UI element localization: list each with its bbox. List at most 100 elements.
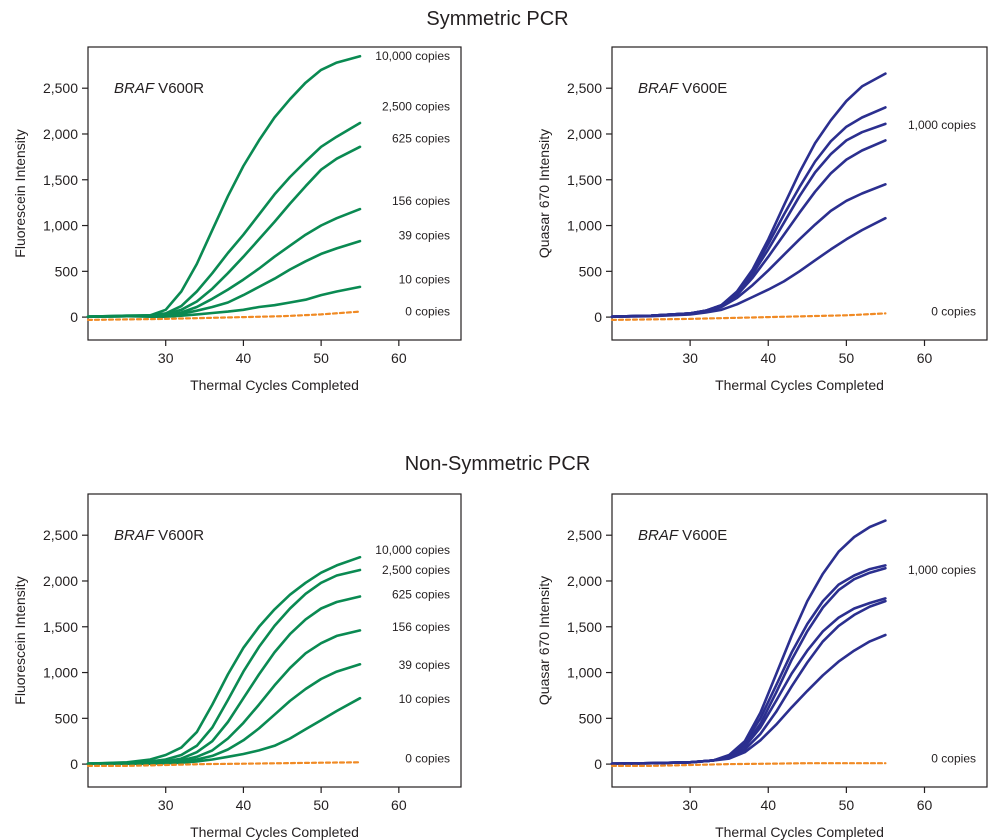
series-line-1 (86, 555, 362, 765)
x-axis-label: Thermal Cycles Completed (715, 377, 884, 393)
series-label: 0 copies (405, 305, 450, 319)
panel-label-gene: BRAF (114, 527, 155, 544)
y-axis-label: Fluorescein Intensity (12, 576, 28, 704)
x-axis-label: Thermal Cycles Completed (715, 824, 884, 840)
y-tick-label: 500 (55, 263, 79, 279)
series-line-6 (610, 633, 887, 765)
y-tick-label: 2,500 (43, 527, 78, 543)
panel-label-gene: BRAF (638, 527, 679, 544)
x-tick-label: 60 (917, 350, 933, 366)
panel-label: BRAF V600E (638, 527, 727, 544)
y-tick-label: 2,500 (43, 80, 78, 96)
series-label: 39 copies (399, 658, 450, 672)
y-tick-label: 0 (70, 309, 78, 325)
series-line-4 (86, 629, 362, 765)
x-tick-label: 30 (682, 797, 698, 813)
x-tick-label: 50 (313, 797, 329, 813)
series-label: 1,000 copies (908, 563, 976, 577)
series-label: 2,500 copies (382, 563, 450, 577)
y-tick-label: 2,500 (567, 527, 602, 543)
series-line-7 (86, 761, 362, 767)
panel-label-mutation: V600R (154, 80, 204, 97)
y-tick-label: 2,500 (567, 80, 602, 96)
x-tick-label: 30 (158, 797, 174, 813)
y-tick-label: 0 (594, 756, 602, 772)
panel-label-mutation: V600E (678, 80, 727, 97)
panel-label: BRAF V600R (114, 527, 204, 544)
y-tick-label: 1,500 (567, 619, 602, 635)
panel-label-mutation: V600E (678, 527, 727, 544)
y-tick-label: 1,000 (43, 218, 78, 234)
y-tick-label: 1,000 (567, 218, 602, 234)
x-tick-label: 30 (682, 350, 698, 366)
series-label: 0 copies (405, 752, 450, 766)
chart-panel-4: 0 500 1,000 1,500 2,000 2,500 30 40 50 60 Thermal … (536, 493, 988, 840)
x-tick-label: 60 (391, 350, 407, 366)
series-label: 625 copies (392, 132, 450, 146)
chart-panel-1: 0 500 1,000 1,500 2,000 2,500 30 40 50 60 Thermal … (12, 46, 462, 393)
y-tick-label: 1,000 (43, 665, 78, 681)
series-line-6 (610, 216, 887, 318)
series-label: 39 copies (399, 229, 450, 243)
section-title-non-symmetric: Non-Symmetric PCR (404, 453, 591, 475)
plot-frame (611, 493, 988, 788)
series-label: 10 copies (399, 692, 450, 706)
y-tick-label: 1,500 (567, 172, 602, 188)
series-line-6 (86, 285, 362, 318)
series-label: 0 copies (931, 305, 976, 319)
panel-label-gene: BRAF (638, 80, 679, 97)
x-tick-label: 50 (839, 350, 855, 366)
y-tick-label: 2,000 (567, 573, 602, 589)
x-tick-label: 60 (391, 797, 407, 813)
y-tick-label: 500 (579, 710, 603, 726)
y-axis-label: Quasar 670 Intensity (536, 576, 552, 705)
series-line-4 (86, 207, 362, 318)
y-tick-label: 500 (55, 710, 79, 726)
series-label: 0 copies (931, 752, 976, 766)
panel-label-gene: BRAF (114, 80, 155, 97)
plot-frame (87, 493, 462, 788)
y-tick-label: 0 (594, 309, 602, 325)
y-tick-label: 1,000 (567, 665, 602, 681)
y-tick-label: 1,500 (43, 619, 78, 635)
x-tick-label: 50 (839, 797, 855, 813)
y-tick-label: 2,000 (43, 126, 78, 142)
y-tick-label: 2,000 (43, 573, 78, 589)
section-title-symmetric: Symmetric PCR (426, 8, 569, 30)
series-label: 156 copies (392, 194, 450, 208)
series-line-7 (610, 762, 887, 767)
x-tick-label: 40 (760, 350, 776, 366)
x-axis-label: Thermal Cycles Completed (190, 824, 359, 840)
x-axis-label: Thermal Cycles Completed (190, 377, 359, 393)
x-tick-label: 60 (917, 797, 933, 813)
panel-label-mutation: V600R (154, 527, 204, 544)
x-tick-label: 40 (760, 797, 776, 813)
y-tick-label: 2,000 (567, 126, 602, 142)
series-label: 625 copies (392, 588, 450, 602)
series-label: 10,000 copies (375, 543, 450, 557)
series-label: 1,000 copies (908, 118, 976, 132)
x-tick-label: 50 (313, 350, 329, 366)
series-line-7 (86, 310, 362, 321)
series-line-2 (86, 121, 362, 318)
plot-frame (87, 46, 462, 341)
series-line-2 (86, 568, 362, 765)
y-tick-label: 1,500 (43, 172, 78, 188)
y-tick-label: 500 (579, 263, 603, 279)
panel-label: BRAF V600R (114, 80, 204, 97)
series-line-4 (610, 139, 887, 318)
series-line-7 (610, 312, 887, 321)
chart-panel-2: 0 500 1,000 1,500 2,000 2,500 30 40 50 60 Thermal … (536, 46, 988, 393)
series-label: 156 copies (392, 620, 450, 634)
plot-frame (611, 46, 988, 341)
series-line-1 (86, 54, 362, 318)
x-tick-label: 40 (236, 797, 252, 813)
series-line-5 (610, 183, 887, 318)
series-line-2 (610, 106, 887, 318)
series-label: 10 copies (399, 273, 450, 287)
y-axis-label: Quasar 670 Intensity (536, 129, 552, 258)
series-line-1 (610, 519, 887, 765)
series-line-6 (86, 696, 362, 765)
y-tick-label: 0 (70, 756, 78, 772)
